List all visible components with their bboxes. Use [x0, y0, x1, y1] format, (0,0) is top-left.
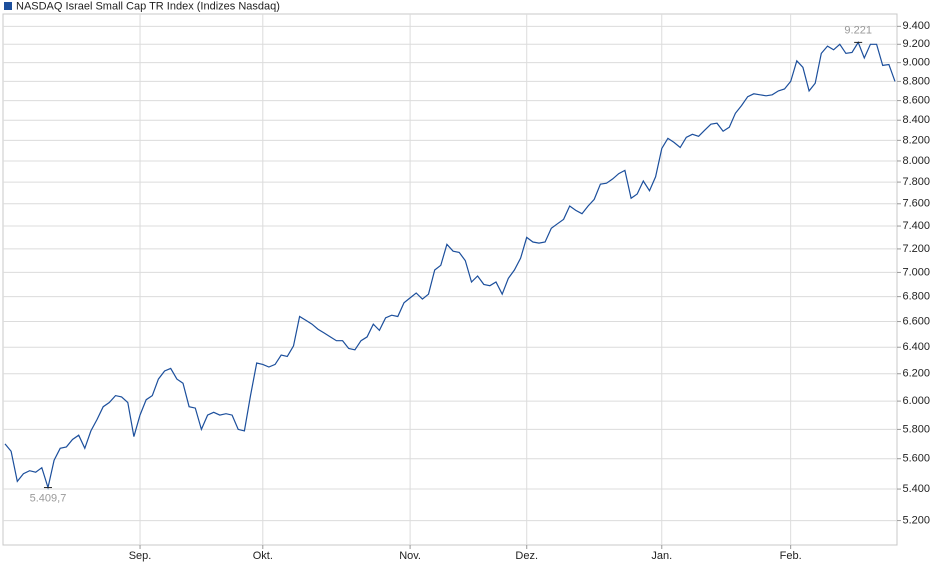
y-tick-label: 8.400	[902, 114, 930, 126]
x-tick-label: Sep.	[129, 550, 152, 562]
y-tick-label: 8.200	[902, 134, 930, 146]
y-tick-label: 8.800	[902, 75, 930, 87]
y-tick-label: 6.200	[902, 368, 930, 380]
plot-area	[2, 13, 898, 546]
y-tick-label: 6.400	[902, 341, 930, 353]
y-tick-label: 7.600	[902, 198, 930, 210]
y-tick-label: 6.800	[902, 291, 930, 303]
annotation-label: 5.409,7	[30, 492, 67, 504]
legend-swatch	[4, 2, 12, 10]
y-tick-label: 9.200	[902, 38, 930, 50]
y-tick-label: 9.400	[902, 20, 930, 32]
y-tick-label: 8.600	[902, 94, 930, 106]
y-tick-label: 8.000	[902, 155, 930, 167]
y-tick-label: 7.000	[902, 266, 930, 278]
y-tick-label: 5.600	[902, 453, 930, 465]
y-tick-label: 7.200	[902, 243, 930, 255]
x-tick-label: Okt.	[253, 550, 273, 562]
y-tick-label: 9.000	[902, 57, 930, 69]
y-tick-label: 5.400	[902, 483, 930, 495]
y-tick-label: 6.000	[902, 395, 930, 407]
y-tick-label: 5.800	[902, 423, 930, 435]
x-tick-label: Nov.	[399, 550, 421, 562]
x-tick-label: Feb.	[780, 550, 802, 562]
annotation-label: 9.221	[844, 24, 872, 36]
y-tick-label: 6.600	[902, 315, 930, 327]
y-tick-label: 7.400	[902, 220, 930, 232]
y-tick-label: 5.200	[902, 514, 930, 526]
legend-label: NASDAQ Israel Small Cap TR Index (Indize…	[16, 0, 280, 12]
x-tick-label: Dez.	[515, 550, 538, 562]
series-line	[4, 41, 896, 490]
x-tick-label: Jan.	[651, 550, 672, 562]
y-tick-label: 7.800	[902, 176, 930, 188]
